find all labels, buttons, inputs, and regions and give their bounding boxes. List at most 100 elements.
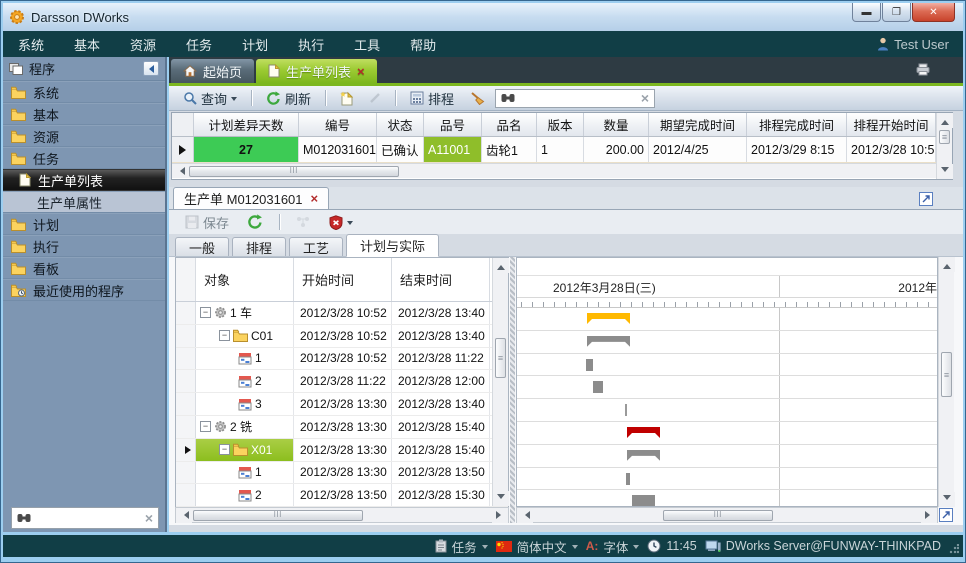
grid-horizontal-scrollbar[interactable] [172,163,936,178]
sidebar-item[interactable]: 生产单属性 [3,191,165,213]
scroll-right-icon[interactable] [492,507,508,523]
menu-item[interactable]: 执行 [298,37,325,53]
menu-item[interactable]: 任务 [186,37,213,53]
status-font-dropdown[interactable]: A: 字体 [586,537,640,556]
tree-table-row[interactable]: 2 2012/3/28 11:22 2012/3/28 12:00 [176,370,508,394]
grid-column-header[interactable]: 期望完成时间 [649,113,747,136]
printer-icon[interactable] [915,63,931,76]
grid-filter-clear-icon[interactable]: × [640,90,650,106]
close-button[interactable]: ✕ [912,3,955,22]
sidebar-item[interactable]: 最近使用的程序 [3,279,165,301]
gantt-summary-bar[interactable] [627,450,660,461]
refresh-button[interactable]: 刷新 [260,87,317,110]
popout-icon[interactable] [919,192,933,206]
gantt-task-bar[interactable] [625,404,627,417]
tree-vertical-scrollbar[interactable] [492,258,509,506]
new-button[interactable] [334,89,359,108]
query-button[interactable]: 查询 [177,87,243,110]
sidebar-item[interactable]: 生产单列表 [3,169,165,191]
grid-column-header[interactable]: 版本 [537,113,584,136]
tree-table-row[interactable]: 1 2012/3/28 13:30 2012/3/28 13:50 [176,461,508,485]
collapse-minus-icon[interactable]: − [219,330,230,342]
gantt-popout-icon[interactable] [939,508,953,522]
gantt-vertical-scrollbar[interactable] [938,257,955,507]
tree-table-row[interactable]: − 1 车 2012/3/28 10:52 2012/3/28 13:40 [176,302,508,325]
gantt-task-bar[interactable] [593,381,603,394]
sidebar-item[interactable]: 资源 [3,125,165,147]
grid-column-header[interactable]: 排程开始时间 [847,113,936,136]
gantt-summary-bar[interactable] [587,313,630,324]
scroll-left-icon[interactable] [172,163,188,178]
grid-column-header[interactable]: 计划差异天数 [194,113,299,136]
sidebar-item[interactable]: 执行 [3,235,165,257]
detail-tab-close-icon[interactable]: × [310,191,319,206]
menu-item[interactable]: 资源 [130,37,157,53]
scrollbar-thumb[interactable] [189,165,399,177]
menu-item[interactable]: 工具 [354,37,381,53]
sidebar-item[interactable]: 基本 [3,103,165,125]
sidebar-collapse-button[interactable] [143,61,159,76]
grid-vertical-scrollbar[interactable] [936,113,953,179]
menu-item[interactable]: 帮助 [410,37,437,53]
tree-horizontal-scrollbar[interactable] [175,507,509,523]
stop-shield-button[interactable] [323,213,359,232]
tree-table-row[interactable]: − X01 2012/3/28 13:30 2012/3/28 15:40 [176,438,508,462]
status-language-dropdown[interactable]: 简体中文 [495,537,578,556]
tree-table-row[interactable]: 3 2012/3/28 13:30 2012/3/28 13:40 [176,393,508,416]
scroll-left-icon[interactable] [517,507,533,523]
restore-button[interactable]: ❐ [882,3,911,22]
scroll-up-icon[interactable] [493,258,509,273]
scroll-down-icon[interactable] [939,492,955,507]
save-button[interactable]: 保存 [179,211,235,234]
sidebar-item[interactable]: 看板 [3,257,165,279]
gantt-horizontal-scrollbar[interactable] [516,507,938,523]
schedule-button[interactable]: 排程 [404,87,460,110]
collapse-minus-icon[interactable]: − [219,444,230,456]
gantt-task-bar[interactable] [632,495,655,506]
menu-item[interactable]: 基本 [74,37,101,53]
sidebar-item[interactable]: 系统 [3,81,165,103]
grid-filter-input[interactable] [520,91,636,105]
detail-tab[interactable]: 排程 [232,237,287,257]
flow-button[interactable] [290,214,317,230]
detail-tab[interactable]: 一般 [175,237,230,257]
tab-start-page[interactable]: 起始页 [171,59,255,83]
scroll-left-icon[interactable] [176,507,192,523]
tab-close-icon[interactable]: × [357,63,365,79]
sidebar-search-clear-icon[interactable]: × [144,510,153,526]
scroll-right-icon[interactable] [921,507,937,523]
detail-doc-tab[interactable]: 生产单 M012031601 × [173,187,330,209]
gantt-task-bar[interactable] [626,472,630,485]
tree-table-row[interactable]: − C01 2012/3/28 10:52 2012/3/28 13:40 [176,324,508,348]
gantt-summary-bar[interactable] [587,336,630,347]
user-area[interactable]: Test User [877,37,949,52]
status-task-dropdown[interactable]: 任务 [435,537,488,556]
grid-data-row[interactable]: 27 M012031601 已确认 A11001 齿轮1 1 200.00 2012/4/25… [172,137,936,163]
scroll-up-icon[interactable] [937,113,953,128]
grid-column-header[interactable]: 数量 [584,113,649,136]
sidebar-search-input[interactable] [36,511,140,525]
grid-column-header[interactable]: 状态 [377,113,424,136]
tree-table-row[interactable]: 2 2012/3/28 13:50 2012/3/28 15:30 [176,484,508,508]
tab-production-order-list[interactable]: 生产单列表 × [256,59,377,83]
grid-column-header[interactable]: 编号 [299,113,377,136]
tree-table-row[interactable]: − 2 铣 2012/3/28 13:30 2012/3/28 15:40 [176,415,508,439]
grid-column-header[interactable]: 品名 [482,113,537,136]
menu-item[interactable]: 系统 [18,37,45,53]
split-handle[interactable] [510,257,515,523]
tree-table-row[interactable]: 1 2012/3/28 10:52 2012/3/28 11:22 [176,347,508,371]
resize-grip[interactable] [949,544,959,554]
detail-refresh-button[interactable] [241,212,269,232]
scroll-up-icon[interactable] [939,257,955,272]
sidebar-item[interactable]: 计划 [3,213,165,235]
gantt-summary-bar[interactable] [627,427,660,438]
clear-button[interactable] [464,89,491,107]
collapse-minus-icon[interactable]: − [200,421,211,433]
gantt-task-bar[interactable] [586,358,593,371]
collapse-minus-icon[interactable]: − [200,307,211,319]
grid-column-header[interactable]: 排程完成时间 [747,113,847,136]
edit-button[interactable] [363,90,387,106]
scroll-down-icon[interactable] [937,164,953,179]
sidebar-item[interactable]: 任务 [3,147,165,169]
menu-item[interactable]: 计划 [242,37,269,53]
